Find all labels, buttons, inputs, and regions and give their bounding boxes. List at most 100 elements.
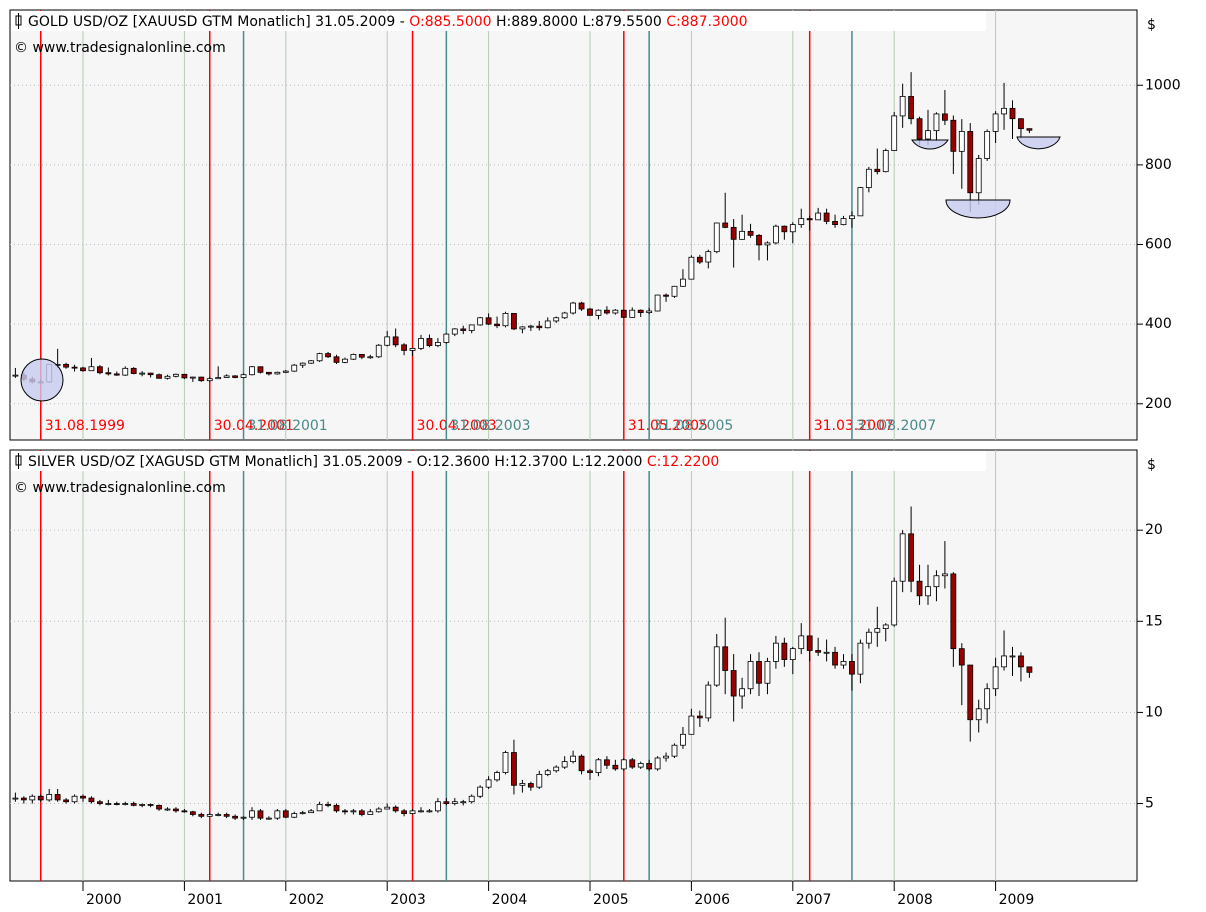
candle-body [384,806,391,810]
candle-body [958,131,965,152]
candle-body [434,342,441,347]
candle-body [147,372,154,376]
candle-body [88,797,95,803]
candle-body [71,366,78,369]
candle-body [189,376,196,379]
x-tick-label: 2002 [289,892,325,908]
candle-body [409,348,416,351]
event-label: 31.08.2003 [450,418,530,434]
y-tick-label: 5 [1145,796,1154,812]
candle-body [198,814,205,817]
candle-body [629,309,636,318]
candle-body [849,660,855,675]
candle-body [375,808,382,813]
candle-body [156,374,162,379]
candle-body [418,810,424,813]
candle-body [282,810,289,818]
candle-body [418,338,424,349]
candle-body [713,646,720,686]
candle-body [908,95,914,120]
candle-body [265,371,272,375]
candle-body [156,804,162,810]
candle-body [409,810,416,814]
candle-body [299,362,306,366]
candle-body [468,795,475,803]
candle-body [257,366,264,373]
candle-body [426,810,433,813]
candle-body [37,795,44,801]
candle-body [899,95,906,117]
candle-body [206,814,213,817]
header-part: C:887.3000 [666,14,747,30]
y-tick-label: 800 [1145,157,1172,173]
candle-body [595,759,602,773]
y-tick-label: 600 [1145,237,1172,253]
candle-body [299,812,306,815]
candle-body [240,374,247,378]
candle-body [722,646,729,671]
candle-body [544,320,551,329]
candle-body [595,309,602,316]
candle-body [325,353,331,358]
candle-body [933,113,940,132]
candle-body [477,317,484,326]
candle-body [12,374,19,377]
candle-body [857,187,864,217]
candle-body [274,810,281,819]
header-part: 31.05.2009 - [322,454,412,470]
candle-body [967,131,974,194]
candle-body [671,744,678,757]
candle-body [97,801,103,804]
candle-body [536,773,543,788]
candle-body [401,810,408,814]
candle-body [832,651,838,666]
candle-body [849,215,855,220]
candle-body [485,317,492,325]
candle-body [587,770,593,773]
candle-body [1009,107,1016,120]
candle-body [654,757,661,770]
event-label: 31.08.2001 [248,418,328,434]
event-label: 31.03.2007 [814,418,894,434]
candle-body [511,752,517,786]
annotation-arc [945,199,1011,219]
gold-panel [9,9,1138,441]
header: GOLD USD/OZ [XAUUSD GTM Monatlich] 31.05… [28,14,748,30]
annotation-arc [911,139,949,150]
candle-body [680,733,686,746]
candle-body [705,251,712,263]
annotation-circle [20,358,64,402]
candle-body [147,804,154,806]
candle-body [891,115,898,151]
candle-body [891,580,898,626]
candle-body [536,325,543,329]
candle-body [620,309,627,318]
candle-body [553,766,560,772]
candle-body [358,353,365,358]
candle-body [773,225,779,244]
x-tick-label: 2004 [492,892,528,908]
event-label: 30.04.2003 [417,418,497,434]
y-tick-label: 1000 [1145,77,1181,93]
candle-body [561,312,568,319]
candle-body [105,372,112,375]
candle-body [232,375,239,378]
candle-body [950,119,957,152]
candle-body [1009,655,1016,658]
candle-body [80,795,86,799]
candle-body [291,364,298,372]
candle-body [12,797,19,800]
candle-body [815,650,822,653]
event-label: 30.04.2001 [214,418,294,434]
event-label: 31.05.2005 [628,418,708,434]
source: © www.tradesignalonline.com [14,480,226,496]
candle-body [316,353,323,362]
candle-body [561,761,568,768]
candle-body [739,230,745,240]
header-part: SILVER USD/OZ [XAGUSD GTM Monatlich] [28,454,318,470]
candle-body [663,755,669,759]
candle-body [113,803,120,805]
candle-body [63,363,69,368]
candle-body [908,533,914,582]
